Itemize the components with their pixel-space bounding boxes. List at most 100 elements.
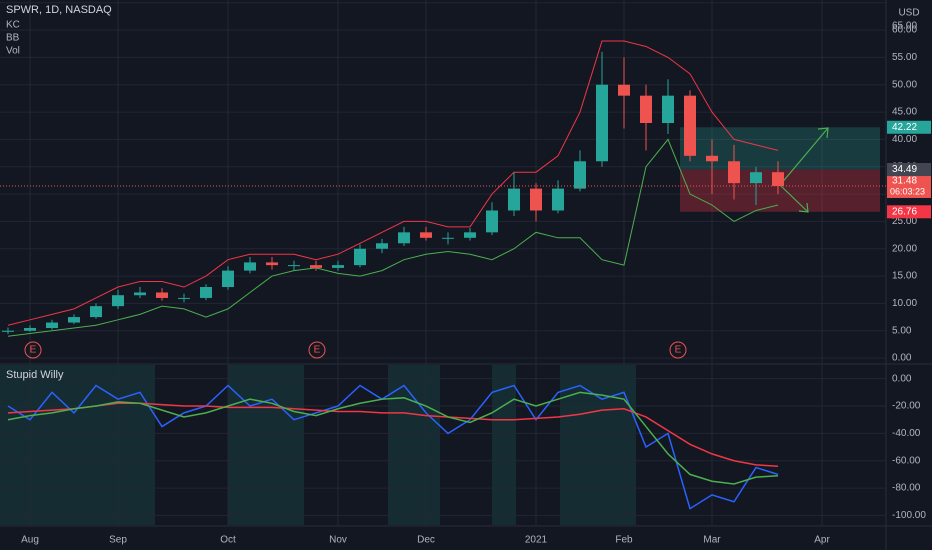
y-tick-label: 65.00 xyxy=(892,21,917,32)
arrow-up xyxy=(779,127,829,186)
arrow-head xyxy=(798,202,809,213)
candle-body xyxy=(486,210,498,233)
y-tick-label: 60.00 xyxy=(892,25,917,36)
earnings-marker xyxy=(24,341,42,359)
earnings-marker xyxy=(308,341,326,359)
candle-body xyxy=(574,161,586,189)
candle-body xyxy=(332,265,344,268)
y-tick-label: -80.00 xyxy=(892,483,921,494)
x-tick-label: Nov xyxy=(329,535,347,546)
indicator-label: Vol xyxy=(6,46,20,57)
earnings-label: E xyxy=(314,345,321,356)
earnings-marker xyxy=(669,341,687,359)
candle-body xyxy=(508,188,520,211)
position-stop-label: 26.76 xyxy=(892,206,917,217)
shade xyxy=(228,365,304,525)
position-target-bg xyxy=(887,120,931,134)
arrow-head xyxy=(817,127,829,139)
candle-body xyxy=(156,292,168,298)
candle-body xyxy=(662,95,674,124)
candle-body xyxy=(178,297,190,299)
candle-body xyxy=(200,287,212,298)
countdown: 06:03:23 xyxy=(890,186,925,196)
arrows xyxy=(779,127,829,213)
oscillator-title: Stupid Willy xyxy=(6,369,64,381)
x-tick-label: 2021 xyxy=(525,535,548,546)
candle-body xyxy=(398,232,410,244)
indicator-label: KC xyxy=(6,20,20,31)
y-tick-label: -60.00 xyxy=(892,455,921,466)
candle-body xyxy=(552,188,564,211)
last-price-label: 31.48 xyxy=(892,176,917,187)
y-tick-label: 45.00 xyxy=(892,107,917,118)
x-tick-label: Sep xyxy=(109,535,127,546)
candle-body xyxy=(772,172,784,186)
y-tick-label: 0.00 xyxy=(892,353,912,364)
arrow-down xyxy=(779,184,809,213)
indicator-line xyxy=(7,384,779,510)
position-stop-bg xyxy=(887,205,931,219)
candle-body xyxy=(244,262,256,271)
candle-body xyxy=(354,248,366,266)
candle-body xyxy=(640,95,652,124)
y-tick-label: -100.00 xyxy=(892,510,926,521)
symbol-title: SPWR, 1D, NASDAQ xyxy=(6,4,112,16)
y-tick-label: 50.00 xyxy=(892,79,917,90)
x-tick-label: Aug xyxy=(21,535,39,546)
y-tick-label: -40.00 xyxy=(892,428,921,439)
indicator-line xyxy=(7,40,779,326)
candle-body xyxy=(728,161,740,184)
x-tick-label: Mar xyxy=(703,535,721,546)
candle-body xyxy=(530,188,542,211)
candle-body xyxy=(442,237,454,239)
y-tick-label: 5.00 xyxy=(892,325,912,336)
candle-body xyxy=(266,262,278,266)
candle-body xyxy=(46,322,58,329)
y-tick-label: 10.00 xyxy=(892,298,917,309)
y-tick-label: 0.00 xyxy=(892,373,912,384)
shade xyxy=(388,365,440,525)
candle-body xyxy=(684,95,696,156)
candle-body xyxy=(464,232,476,238)
target-zone xyxy=(680,127,880,170)
position-target-label: 42.22 xyxy=(892,122,917,133)
candle-body xyxy=(2,330,14,332)
y-tick-label: 20.00 xyxy=(892,243,917,254)
x-tick-label: Apr xyxy=(814,535,830,546)
x-tick-label: Feb xyxy=(615,535,633,546)
candle-body xyxy=(310,265,322,268)
position-entry-label: 34.49 xyxy=(892,164,917,175)
candle-body xyxy=(750,172,762,184)
y-tick-label: 15.00 xyxy=(892,271,917,282)
y-tick-label: 25.00 xyxy=(892,216,917,227)
oscillator-shading xyxy=(0,365,636,525)
y-tick-label: 40.00 xyxy=(892,134,917,145)
candle-body xyxy=(420,232,432,238)
shade xyxy=(560,365,636,525)
y-tick-label: 55.00 xyxy=(892,52,917,63)
indicator-line xyxy=(7,138,779,337)
y-tick-label: -20.00 xyxy=(892,401,921,412)
candle-body xyxy=(112,295,124,307)
x-tick-label: Dec xyxy=(417,535,435,546)
x-tick-label: Oct xyxy=(220,535,236,546)
candle-body xyxy=(222,270,234,288)
earnings-label: E xyxy=(30,345,37,356)
candle-body xyxy=(618,84,630,96)
currency: USD xyxy=(898,8,919,19)
candle-body xyxy=(376,243,388,249)
last-price-bg xyxy=(887,173,931,198)
candle-body xyxy=(596,84,608,162)
candle-body xyxy=(90,306,102,318)
candle-body xyxy=(288,265,300,267)
earnings-label: E xyxy=(675,345,682,356)
candle-body xyxy=(24,328,36,331)
indicator-line xyxy=(7,391,779,485)
candle-body xyxy=(706,155,718,162)
shade xyxy=(0,365,155,525)
candle-body xyxy=(134,292,146,296)
candle-body xyxy=(68,317,80,323)
indicator-label: BB xyxy=(6,33,20,44)
